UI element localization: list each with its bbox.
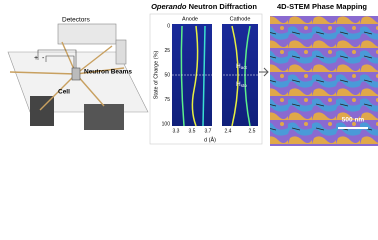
label: Anode bbox=[182, 16, 198, 22]
arrow bbox=[259, 67, 269, 77]
label: - bbox=[42, 55, 45, 62]
block bbox=[84, 104, 124, 130]
label: Cell bbox=[58, 89, 70, 96]
label: Detectors bbox=[62, 17, 91, 24]
traces bbox=[180, 25, 251, 127]
axis-label: d (Å) bbox=[204, 136, 216, 143]
x-tick-label: 2.5 bbox=[249, 128, 256, 134]
cell bbox=[71, 67, 81, 81]
detector-box bbox=[57, 23, 117, 45]
label: + bbox=[34, 55, 38, 62]
y-tick-label: 100 bbox=[162, 121, 171, 127]
floor bbox=[7, 51, 149, 113]
label: sto bbox=[241, 83, 248, 88]
title-part: Operando bbox=[151, 2, 187, 11]
panel-title: Operando Neutron Diffraction bbox=[151, 2, 257, 11]
panel-title: 4D-STEM Phase Mapping bbox=[277, 2, 367, 11]
label: Neutron Beams bbox=[84, 69, 132, 76]
label: Hsto bbox=[236, 81, 247, 88]
schematic: Detectors Neutron Beams Cell + - bbox=[7, 17, 149, 130]
axis-label: State of Charge (%) bbox=[153, 51, 159, 100]
label: H bbox=[236, 63, 241, 70]
detector-side bbox=[115, 39, 127, 65]
title-part: Neutron Diffraction bbox=[189, 2, 258, 11]
x-tick-label: 3.5 bbox=[189, 128, 196, 134]
label: act bbox=[241, 65, 248, 70]
x-tick-label: 3.7 bbox=[205, 128, 212, 134]
x-tick-label: 2.4 bbox=[225, 128, 232, 134]
stem-image bbox=[270, 16, 378, 146]
y-tick-label: 75 bbox=[164, 97, 170, 103]
label: H bbox=[236, 81, 241, 88]
graphical-abstract: Detectors Neutron Beams Cell + - Operand… bbox=[7, 2, 378, 146]
y-tick-label: 50 bbox=[164, 72, 170, 78]
x-tick-label: 3.3 bbox=[173, 128, 180, 134]
scale-label: 500 nm bbox=[342, 117, 365, 124]
y-tick-label: 0 bbox=[167, 23, 170, 29]
y-tick-label: 25 bbox=[164, 48, 170, 54]
label: Cathode bbox=[230, 16, 251, 22]
block bbox=[30, 96, 54, 126]
label: Hact bbox=[236, 63, 247, 70]
